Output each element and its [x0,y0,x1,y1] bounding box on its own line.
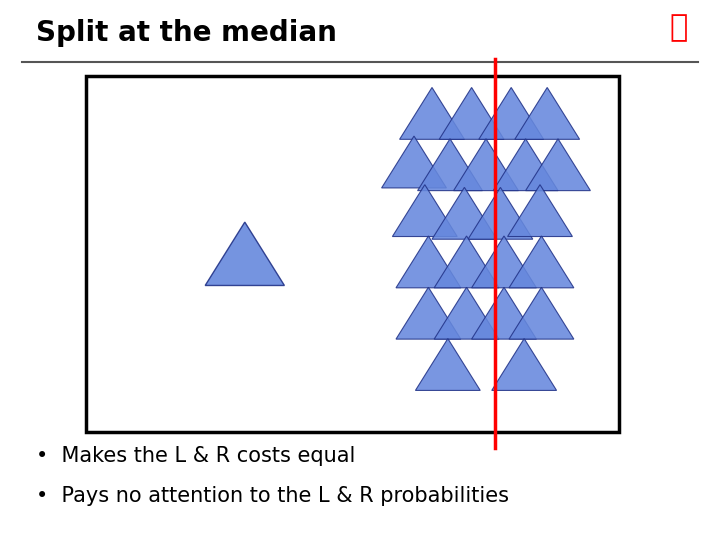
Polygon shape [526,139,590,191]
Polygon shape [468,187,533,239]
Polygon shape [432,187,497,239]
Polygon shape [508,185,572,237]
Polygon shape [396,287,461,339]
Text: •  Makes the L & R costs equal: • Makes the L & R costs equal [36,446,356,465]
Polygon shape [472,236,536,288]
Polygon shape [434,287,499,339]
Polygon shape [392,185,457,237]
Polygon shape [418,139,482,191]
Polygon shape [509,287,574,339]
Text: Split at the median: Split at the median [36,19,337,47]
Polygon shape [439,87,504,139]
Polygon shape [472,287,536,339]
Polygon shape [396,236,461,288]
Polygon shape [492,339,557,390]
Polygon shape [479,87,544,139]
Polygon shape [515,87,580,139]
Polygon shape [415,339,480,390]
Text: •  Pays no attention to the L & R probabilities: • Pays no attention to the L & R probabi… [36,486,509,506]
Text: 🐦: 🐦 [670,14,688,43]
Polygon shape [493,139,558,191]
Polygon shape [400,87,464,139]
Polygon shape [434,236,499,288]
Polygon shape [382,136,446,188]
FancyBboxPatch shape [86,76,619,432]
Polygon shape [509,236,574,288]
Polygon shape [205,222,284,286]
Polygon shape [454,139,518,191]
